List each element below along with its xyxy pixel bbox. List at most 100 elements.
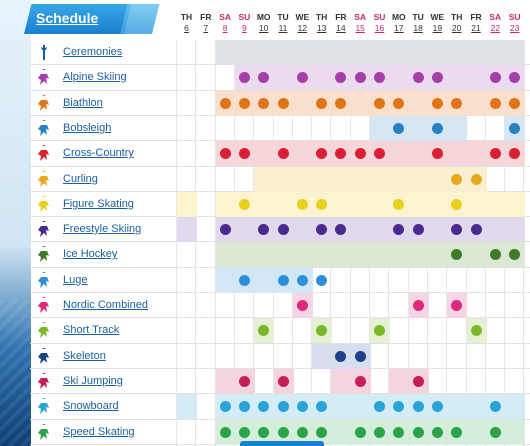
day-header[interactable]: WE 19 <box>428 12 447 34</box>
medal-event-cell[interactable] <box>254 217 273 242</box>
medal-event-dot[interactable] <box>335 148 346 159</box>
medal-event-cell[interactable] <box>274 141 293 166</box>
day-date[interactable]: 10 <box>258 23 269 33</box>
medal-event-cell[interactable] <box>447 242 466 267</box>
medal-event-dot[interactable] <box>451 249 462 260</box>
medal-event-cell[interactable] <box>274 394 293 419</box>
day-date[interactable]: 12 <box>297 23 308 33</box>
medal-event-dot[interactable] <box>374 325 385 336</box>
day-header[interactable]: SA 22 <box>486 12 505 34</box>
medal-event-cell[interactable] <box>331 91 350 116</box>
medal-event-dot[interactable] <box>297 275 308 286</box>
medal-event-dot[interactable] <box>393 401 404 412</box>
medal-event-cell[interactable] <box>254 318 273 343</box>
medal-event-cell[interactable] <box>331 217 350 242</box>
medal-event-cell[interactable] <box>428 116 447 141</box>
sport-row[interactable]: Nordic Combined <box>30 293 530 318</box>
medal-event-cell[interactable] <box>235 65 254 90</box>
medal-event-dot[interactable] <box>393 199 404 210</box>
medal-event-cell[interactable] <box>409 65 428 90</box>
page-title[interactable]: Schedule <box>36 10 99 26</box>
schedule-banner[interactable]: Schedule <box>24 4 160 34</box>
medal-event-dot[interactable] <box>451 199 462 210</box>
medal-event-cell[interactable] <box>505 91 524 116</box>
sport-name-link[interactable]: Nordic Combined <box>63 299 148 311</box>
medal-event-dot[interactable] <box>393 427 404 438</box>
day-date[interactable]: 23 <box>509 23 520 33</box>
medal-event-cell[interactable] <box>389 192 408 217</box>
medal-event-dot[interactable] <box>220 427 231 438</box>
day-header[interactable]: SA 8 <box>216 12 235 34</box>
medal-event-dot[interactable] <box>413 401 424 412</box>
medal-event-dot[interactable] <box>278 427 289 438</box>
medal-event-dot[interactable] <box>451 174 462 185</box>
day-date[interactable]: 17 <box>394 23 404 33</box>
medal-event-cell[interactable] <box>389 91 408 116</box>
sport-row[interactable]: Speed Skating <box>30 420 530 445</box>
medal-event-cell[interactable] <box>409 369 428 394</box>
medal-event-cell[interactable] <box>312 394 331 419</box>
medal-event-cell[interactable] <box>235 91 254 116</box>
medal-event-dot[interactable] <box>509 148 520 159</box>
medal-event-dot[interactable] <box>297 300 308 311</box>
day-header[interactable]: MO 10 <box>254 12 273 34</box>
medal-event-dot[interactable] <box>509 72 520 83</box>
medal-event-cell[interactable] <box>351 141 370 166</box>
medal-event-dot[interactable] <box>239 275 250 286</box>
medal-event-dot[interactable] <box>451 300 462 311</box>
medal-event-cell[interactable] <box>486 91 505 116</box>
medal-event-dot[interactable] <box>258 427 269 438</box>
medal-event-dot[interactable] <box>335 224 346 235</box>
medal-event-cell[interactable] <box>312 420 331 445</box>
medal-event-cell[interactable] <box>370 141 389 166</box>
medal-event-dot[interactable] <box>451 427 462 438</box>
medal-event-dot[interactable] <box>393 224 404 235</box>
day-header[interactable]: SU 16 <box>370 12 389 34</box>
medal-event-dot[interactable] <box>432 72 443 83</box>
sport-name-link[interactable]: Ceremonies <box>63 46 123 58</box>
sport-row[interactable]: Ceremonies <box>30 40 530 65</box>
medal-event-dot[interactable] <box>239 427 250 438</box>
medal-event-dot[interactable] <box>297 427 308 438</box>
sport-name-link[interactable]: Cross-Country <box>63 147 134 159</box>
medal-event-dot[interactable] <box>278 148 289 159</box>
medal-event-cell[interactable] <box>370 420 389 445</box>
sport-row[interactable]: Luge <box>30 268 530 293</box>
medal-event-cell[interactable] <box>486 141 505 166</box>
medal-event-dot[interactable] <box>220 148 231 159</box>
medal-event-cell[interactable] <box>370 91 389 116</box>
sport-name-link[interactable]: Figure Skating <box>63 198 134 210</box>
day-date[interactable]: 8 <box>222 23 228 33</box>
medal-event-dot[interactable] <box>393 98 404 109</box>
medal-event-dot[interactable] <box>432 98 443 109</box>
medal-event-dot[interactable] <box>258 325 269 336</box>
medal-event-dot[interactable] <box>278 376 289 387</box>
scroll-indicator[interactable] <box>240 441 324 446</box>
medal-event-cell[interactable] <box>216 420 235 445</box>
medal-event-cell[interactable] <box>312 268 331 293</box>
day-header[interactable]: SA 15 <box>351 12 370 34</box>
medal-event-cell[interactable] <box>428 420 447 445</box>
medal-event-cell[interactable] <box>274 420 293 445</box>
day-date[interactable]: 9 <box>242 23 247 33</box>
medal-event-cell[interactable] <box>409 394 428 419</box>
day-date[interactable]: 16 <box>374 23 385 33</box>
sport-name-link[interactable]: Freestyle Skiing <box>63 223 142 235</box>
medal-event-dot[interactable] <box>509 98 520 109</box>
medal-event-dot[interactable] <box>316 401 327 412</box>
medal-event-cell[interactable] <box>235 420 254 445</box>
medal-event-dot[interactable] <box>509 123 520 134</box>
medal-event-cell[interactable] <box>428 141 447 166</box>
medal-event-dot[interactable] <box>355 351 366 362</box>
medal-event-cell[interactable] <box>216 394 235 419</box>
medal-event-dot[interactable] <box>490 427 501 438</box>
medal-event-dot[interactable] <box>413 72 424 83</box>
medal-event-cell[interactable] <box>467 217 486 242</box>
medal-event-dot[interactable] <box>258 224 269 235</box>
medal-event-cell[interactable] <box>293 268 312 293</box>
medal-event-dot[interactable] <box>355 72 366 83</box>
medal-event-dot[interactable] <box>239 148 250 159</box>
medal-event-cell[interactable] <box>370 394 389 419</box>
sport-row[interactable]: Freestyle Skiing <box>30 217 530 242</box>
medal-event-dot[interactable] <box>316 275 327 286</box>
